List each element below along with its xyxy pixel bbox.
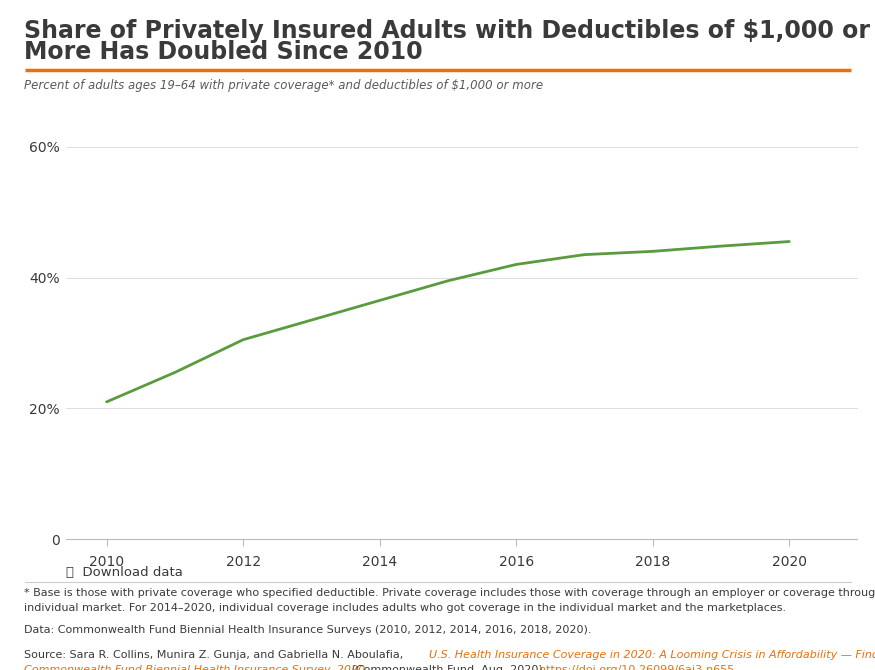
- Text: individual market. For 2014–2020, individual coverage includes adults who got co: individual market. For 2014–2020, indivi…: [24, 603, 787, 613]
- Text: Commonwealth Fund Biennial Health Insurance Survey, 2020: Commonwealth Fund Biennial Health Insura…: [24, 665, 366, 670]
- Text: More Has Doubled Since 2010: More Has Doubled Since 2010: [24, 40, 423, 64]
- Text: (Commonwealth Fund, Aug. 2020).: (Commonwealth Fund, Aug. 2020).: [348, 665, 550, 670]
- Text: U.S. Health Insurance Coverage in 2020: A Looming Crisis in Affordability — Find: U.S. Health Insurance Coverage in 2020: …: [429, 650, 875, 660]
- Text: Data: Commonwealth Fund Biennial Health Insurance Surveys (2010, 2012, 2014, 201: Data: Commonwealth Fund Biennial Health …: [24, 625, 592, 635]
- Text: Source: Sara R. Collins, Munira Z. Gunja, and Gabriella N. Aboulafia,: Source: Sara R. Collins, Munira Z. Gunja…: [24, 650, 407, 660]
- Text: Share of Privately Insured Adults with Deductibles of $1,000 or: Share of Privately Insured Adults with D…: [24, 19, 871, 43]
- Text: * Base is those with private coverage who specified deductible. Private coverage: * Base is those with private coverage wh…: [24, 588, 875, 598]
- Text: https://doi.org/10.26099/6aj3-n655: https://doi.org/10.26099/6aj3-n655: [539, 665, 734, 670]
- Text: ⤓  Download data: ⤓ Download data: [66, 566, 183, 579]
- Text: Percent of adults ages 19–64 with private coverage* and deductibles of $1,000 or: Percent of adults ages 19–64 with privat…: [24, 79, 543, 92]
